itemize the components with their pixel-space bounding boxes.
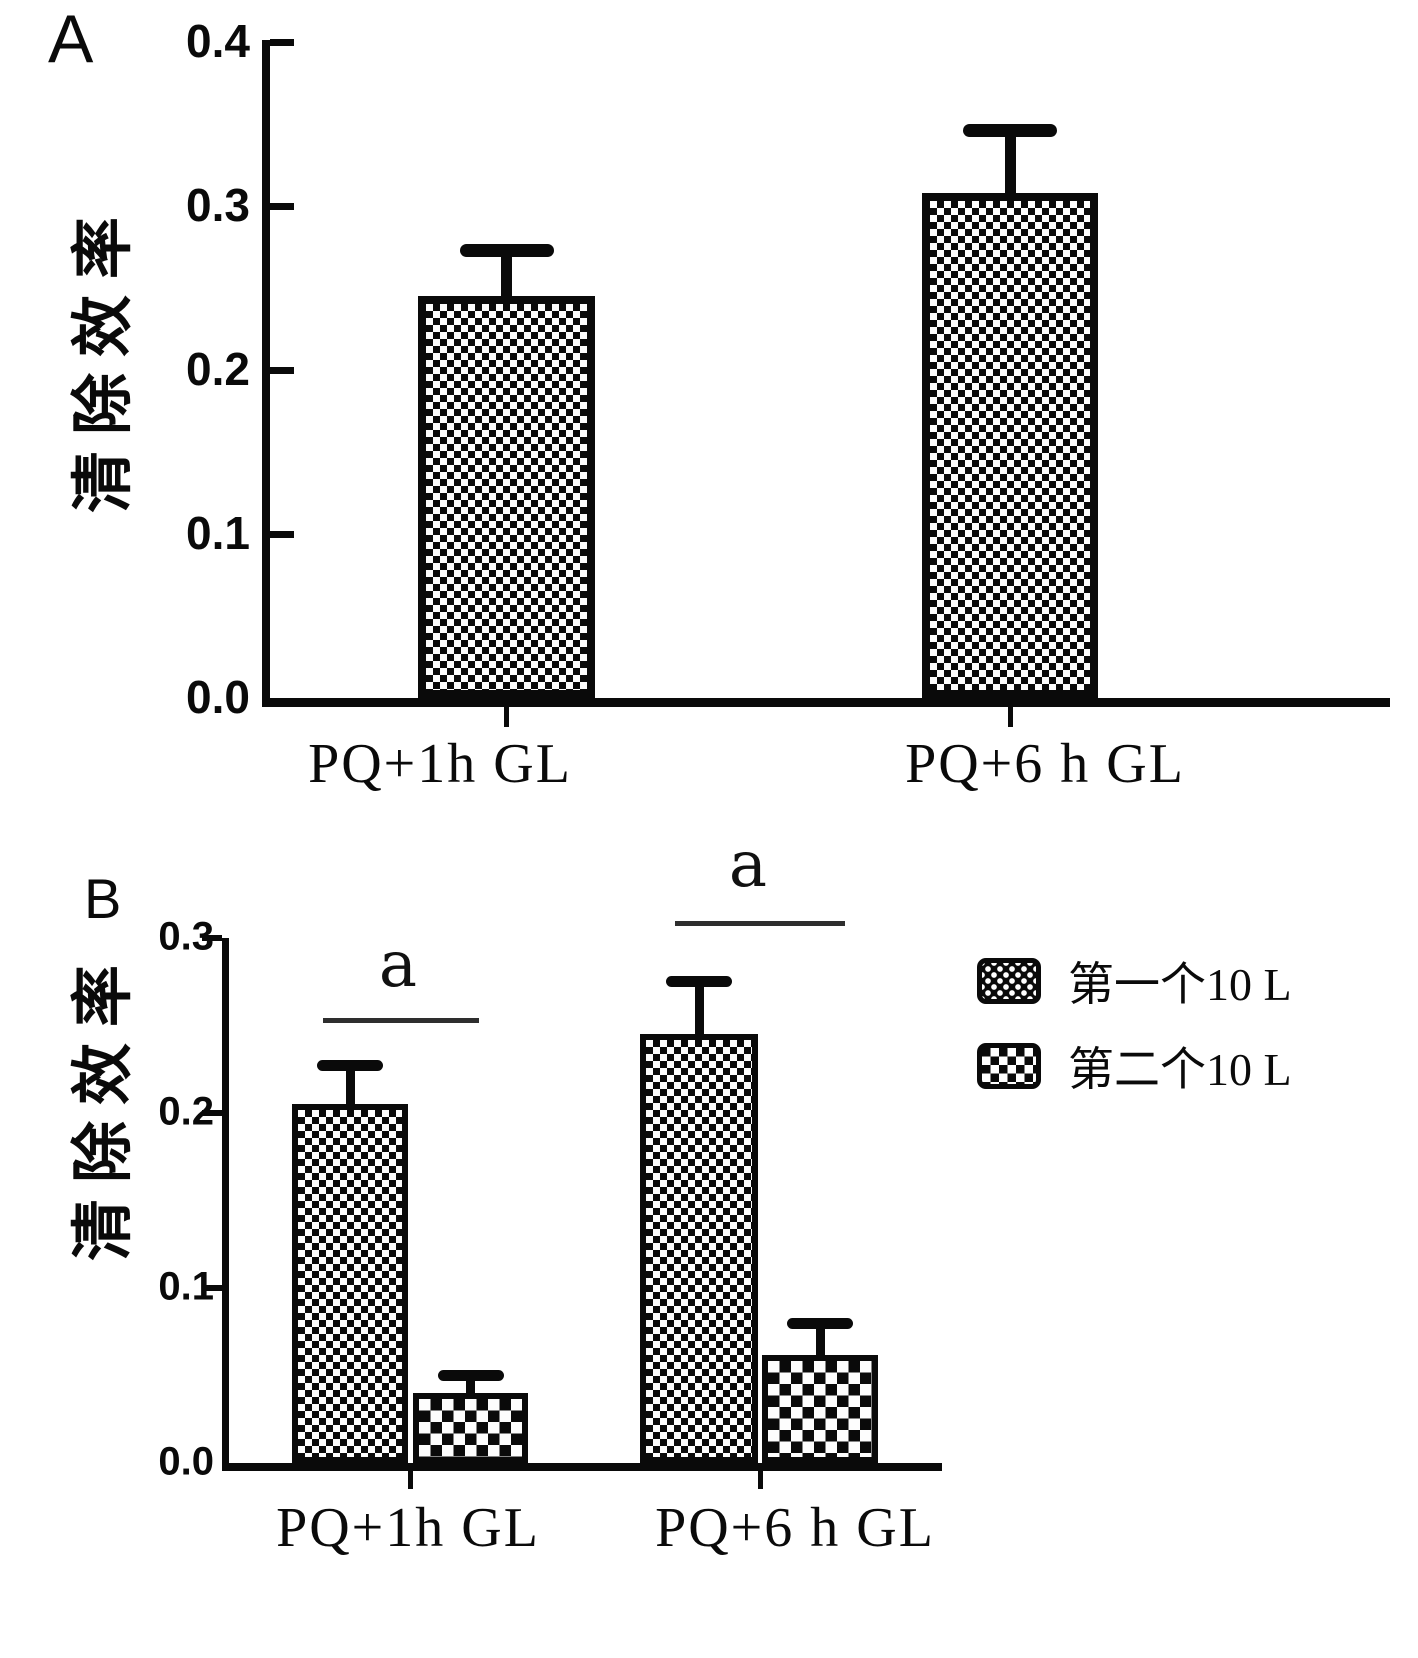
panel-A-x-tick	[1007, 707, 1013, 727]
bar-B-4	[762, 1354, 878, 1463]
legend-label-first-10l: 第一个10 L	[1068, 959, 1292, 1010]
bar-B-3	[640, 1034, 758, 1463]
panel-A-y-tick-label: 0.1	[186, 506, 250, 559]
legend-swatch-fine-checker-icon	[977, 958, 1041, 1004]
panel-A-y-tick	[270, 530, 294, 538]
panel-B-y-tick	[202, 1285, 222, 1291]
bar-A-2	[922, 192, 1098, 698]
panel-b-label: B	[84, 867, 122, 930]
panel-B-y-tick	[202, 1110, 222, 1116]
panel-A-y-tick-label: 0.3	[186, 178, 250, 231]
panel-B-y-tick-label: 0.3	[158, 914, 214, 959]
panel-a-category-label-2: PQ+6 h GL	[905, 733, 1185, 795]
panel-B-y-tick-label: 0.2	[158, 1089, 214, 1134]
error-bar-stem	[1004, 130, 1016, 199]
error-bar-stem	[345, 1065, 355, 1111]
bar-B-1	[292, 1104, 408, 1463]
panel-A-y-tick-label: 0.4	[186, 14, 250, 67]
panel-B-x-axis-line	[222, 1463, 942, 1471]
significance-letter-group-2: a	[728, 828, 768, 902]
legend-swatch-coarse-checker-icon	[977, 1043, 1041, 1089]
panel-B-y-tick-label: 0.1	[158, 1264, 214, 1309]
significance-line-group-1	[323, 1018, 479, 1023]
error-bar-cap	[963, 124, 1057, 138]
panel-A-y-tick	[270, 366, 294, 374]
error-bar-stem	[466, 1375, 475, 1399]
panel-A-y-tick-label: 0.0	[186, 670, 250, 723]
error-bar-cap	[317, 1060, 383, 1072]
panel-B-y-axis-line	[222, 938, 229, 1471]
significance-line-group-2	[675, 921, 845, 926]
panel-B-x-tick	[407, 1471, 413, 1489]
panel-b-category-label-1: PQ+1h GL	[276, 1497, 540, 1559]
error-bar-cap	[459, 243, 554, 257]
error-bar-cap	[437, 1370, 504, 1381]
panel-A-y-tick	[270, 38, 294, 46]
panel-A-x-tick	[503, 707, 509, 727]
error-bar-cap	[787, 1317, 853, 1329]
panel-B-x-tick	[757, 1471, 763, 1489]
panel-A-y-axis-line	[262, 40, 270, 707]
error-bar-stem	[815, 1323, 825, 1361]
panel-A-x-axis-line	[262, 698, 1390, 707]
legend-item-first-10l: 第一个10 L	[977, 948, 1292, 1014]
legend-label-second-10l: 第二个10 L	[1068, 1044, 1292, 1095]
panel-a-label: A	[48, 1, 94, 77]
error-bar-stem	[694, 981, 704, 1041]
panel-B-y-tick	[202, 935, 222, 941]
bar-B-2	[413, 1393, 528, 1463]
significance-letter-group-1: a	[378, 928, 418, 1002]
error-bar-stem	[501, 250, 512, 303]
panel-a-category-label-1: PQ+1h GL	[308, 733, 572, 795]
panel-A-y-tick	[270, 202, 294, 210]
panel-A-y-tick-label: 0.2	[186, 342, 250, 395]
legend-item-second-10l: 第二个10 L	[977, 1033, 1292, 1099]
legend: 第一个10 L 第二个10 L	[977, 948, 1292, 1099]
error-bar-cap	[666, 976, 732, 988]
panel-b-category-label-2: PQ+6 h GL	[655, 1497, 935, 1559]
panel-B-y-tick-label: 0.0	[158, 1439, 214, 1484]
bar-A-1	[418, 296, 595, 698]
